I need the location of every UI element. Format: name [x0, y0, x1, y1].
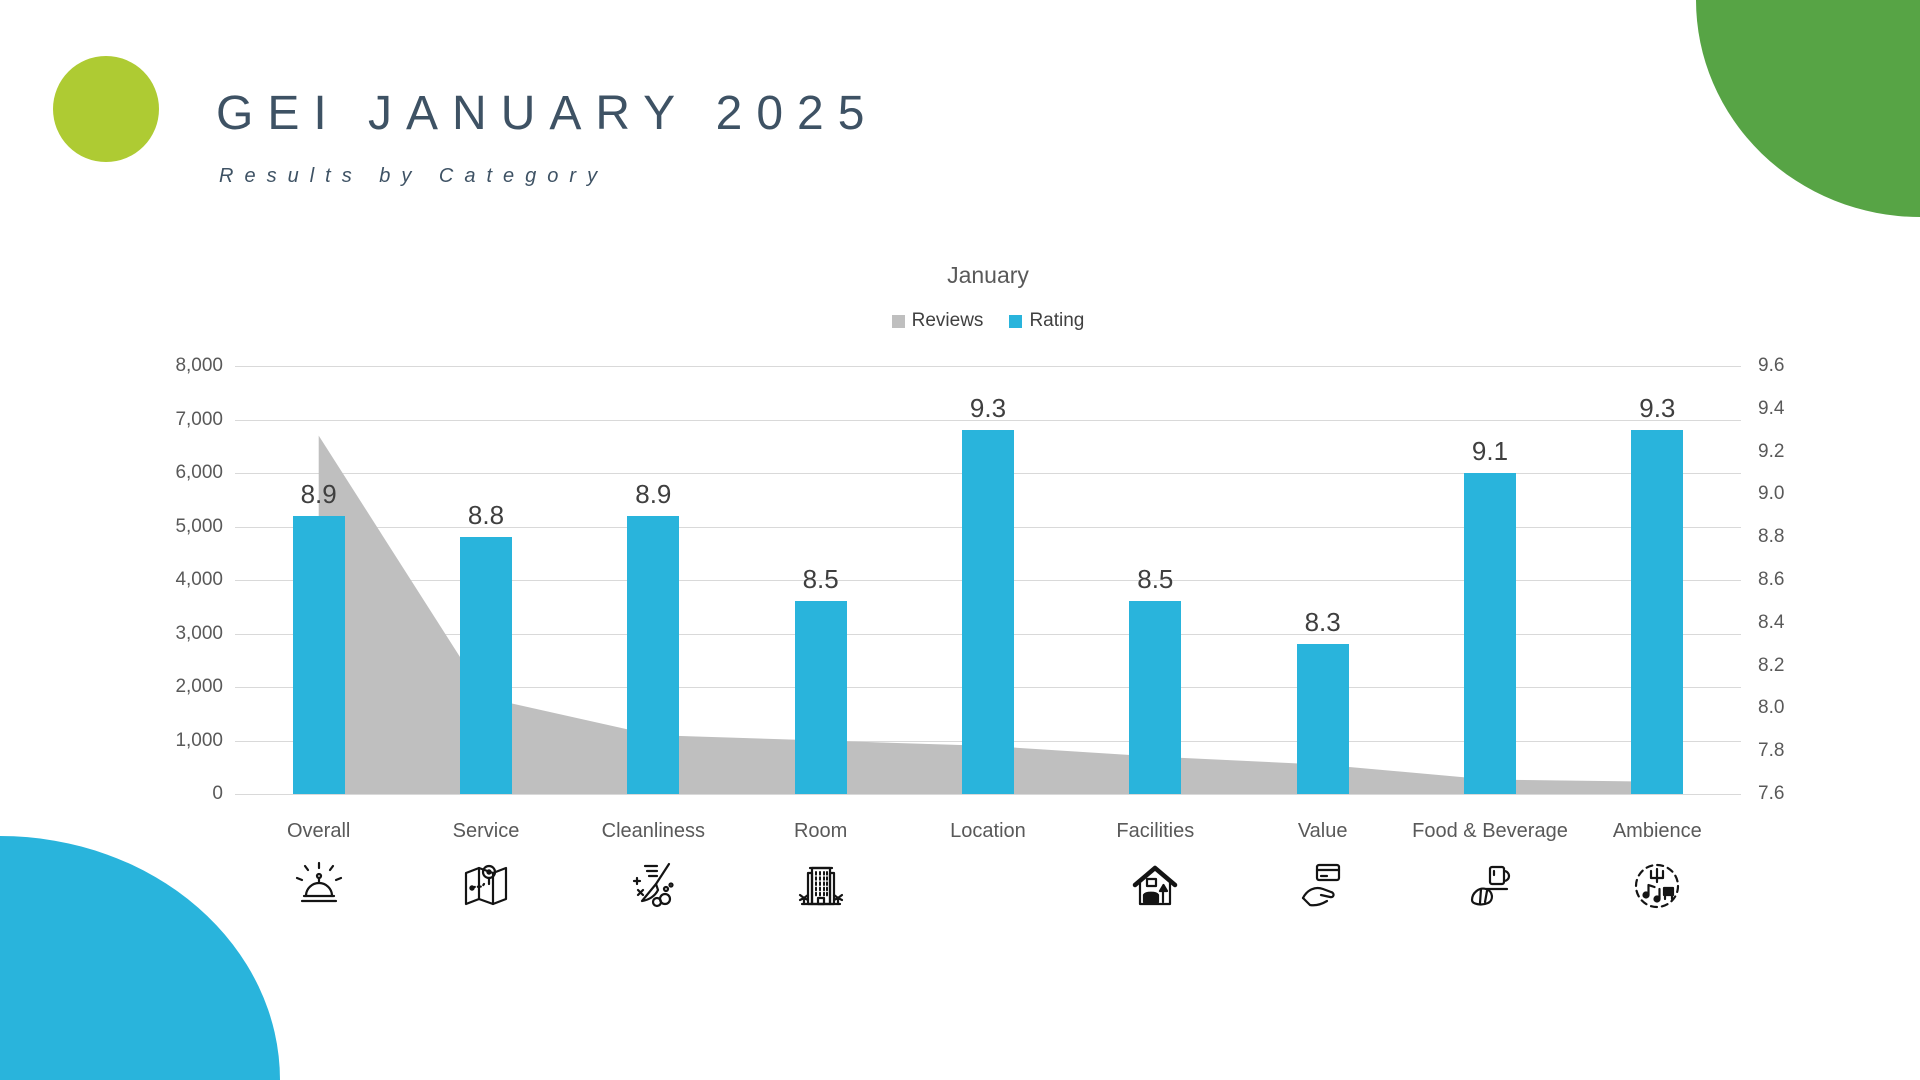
broom-icon [625, 855, 681, 917]
lime-circle-decoration [53, 56, 159, 162]
left-axis-tick: 6,000 [175, 462, 223, 483]
right-axis-tick: 9.4 [1758, 397, 1785, 419]
category-label-service: Service [452, 820, 520, 842]
right-axis-tick: 9.6 [1758, 355, 1785, 376]
rating-value-label: 8.5 [802, 564, 839, 595]
category-label-value: Value [1297, 820, 1348, 842]
rating-bar-location [962, 430, 1014, 794]
plot-area: 8.9 8.8 8.9 8.5 9.3 8.5 8.3 9.1 9.3 [235, 366, 1741, 795]
category-label-food-beverage: Food & Beverage [1412, 820, 1568, 842]
legend-item-reviews: Reviews [891, 310, 984, 332]
chart-legend: Reviews Rating [738, 310, 1238, 332]
category-label-cleanliness: Cleanliness [601, 820, 706, 842]
rating-value-label: 8.9 [300, 478, 337, 509]
rating-value-label: 8.9 [635, 478, 672, 509]
hand-credit-card-icon [1295, 855, 1351, 917]
rating-bar-ambience [1631, 430, 1684, 794]
right-axis-tick: 8.0 [1758, 697, 1785, 719]
left-axis-tick: 0 [212, 783, 223, 804]
legend-label: Rating [1029, 310, 1085, 331]
reviews-area-shape [318, 435, 1658, 794]
rating-bar-room [794, 601, 847, 794]
page-title: GEI JANUARY 2025 [216, 87, 879, 140]
gridline [235, 794, 1741, 795]
croissant-cup-icon [1462, 855, 1518, 917]
rating-bar-food-beverage [1464, 473, 1516, 794]
chart-title: January [947, 262, 1029, 288]
category-label-overall: Overall [286, 820, 351, 842]
left-axis-tick: 4,000 [175, 569, 223, 590]
service-bell-icon [291, 855, 347, 917]
reviews-area-series [318, 435, 1658, 794]
left-axis-tick: 8,000 [175, 355, 223, 376]
rating-bar-value [1296, 644, 1349, 794]
right-axis-tick: 8.6 [1758, 569, 1785, 590]
map-location-icon [458, 855, 514, 917]
category-label-ambience: Ambience [1612, 820, 1702, 842]
home-interior-icon [1127, 855, 1183, 917]
rating-value-label: 9.3 [969, 393, 1007, 424]
right-axis-tick: 8.4 [1758, 611, 1785, 633]
left-axis-tick: 1,000 [175, 729, 223, 751]
rating-value-label: 8.8 [467, 500, 505, 531]
legend-swatch-reviews [891, 314, 905, 328]
ambience-music-icon [1629, 855, 1685, 917]
rating-value-label: 8.3 [1304, 607, 1341, 638]
rating-bar-cleanliness [627, 515, 680, 794]
rating-value-label: 8.5 [1137, 564, 1174, 595]
rating-bar-facilities [1129, 601, 1182, 794]
left-axis-tick: 5,000 [175, 515, 223, 537]
right-axis-tick: 8.2 [1758, 654, 1785, 676]
right-axis-tick: 8.8 [1758, 526, 1785, 548]
blue-corner-decoration [0, 836, 280, 1080]
left-axis-tick: 3,000 [175, 622, 223, 644]
legend-swatch-rating [1009, 314, 1023, 328]
category-label-room: Room [793, 820, 848, 842]
rating-value-label: 9.3 [1639, 393, 1676, 424]
left-axis-tick: 2,000 [175, 676, 223, 697]
right-axis-tick: 9.2 [1758, 440, 1785, 462]
right-axis-tick: 9.0 [1758, 483, 1785, 505]
rating-bar-overall [292, 515, 345, 794]
rating-bar-service [460, 537, 512, 794]
gridline [235, 366, 1741, 367]
rating-value-label: 9.1 [1471, 436, 1509, 466]
category-label-facilities: Facilities [1116, 820, 1195, 842]
green-corner-decoration [1696, 0, 1920, 217]
hotel-building-icon [793, 855, 849, 917]
category-label-location: Location [950, 820, 1026, 842]
legend-label: Reviews [911, 310, 984, 331]
left-axis-tick: 7,000 [175, 408, 223, 430]
gridline [235, 419, 1741, 421]
legend-item-rating: Rating [1009, 310, 1084, 332]
right-axis-tick: 7.6 [1758, 783, 1785, 804]
page-subtitle: Results by Category [219, 165, 609, 187]
right-axis-tick: 7.8 [1758, 740, 1785, 762]
